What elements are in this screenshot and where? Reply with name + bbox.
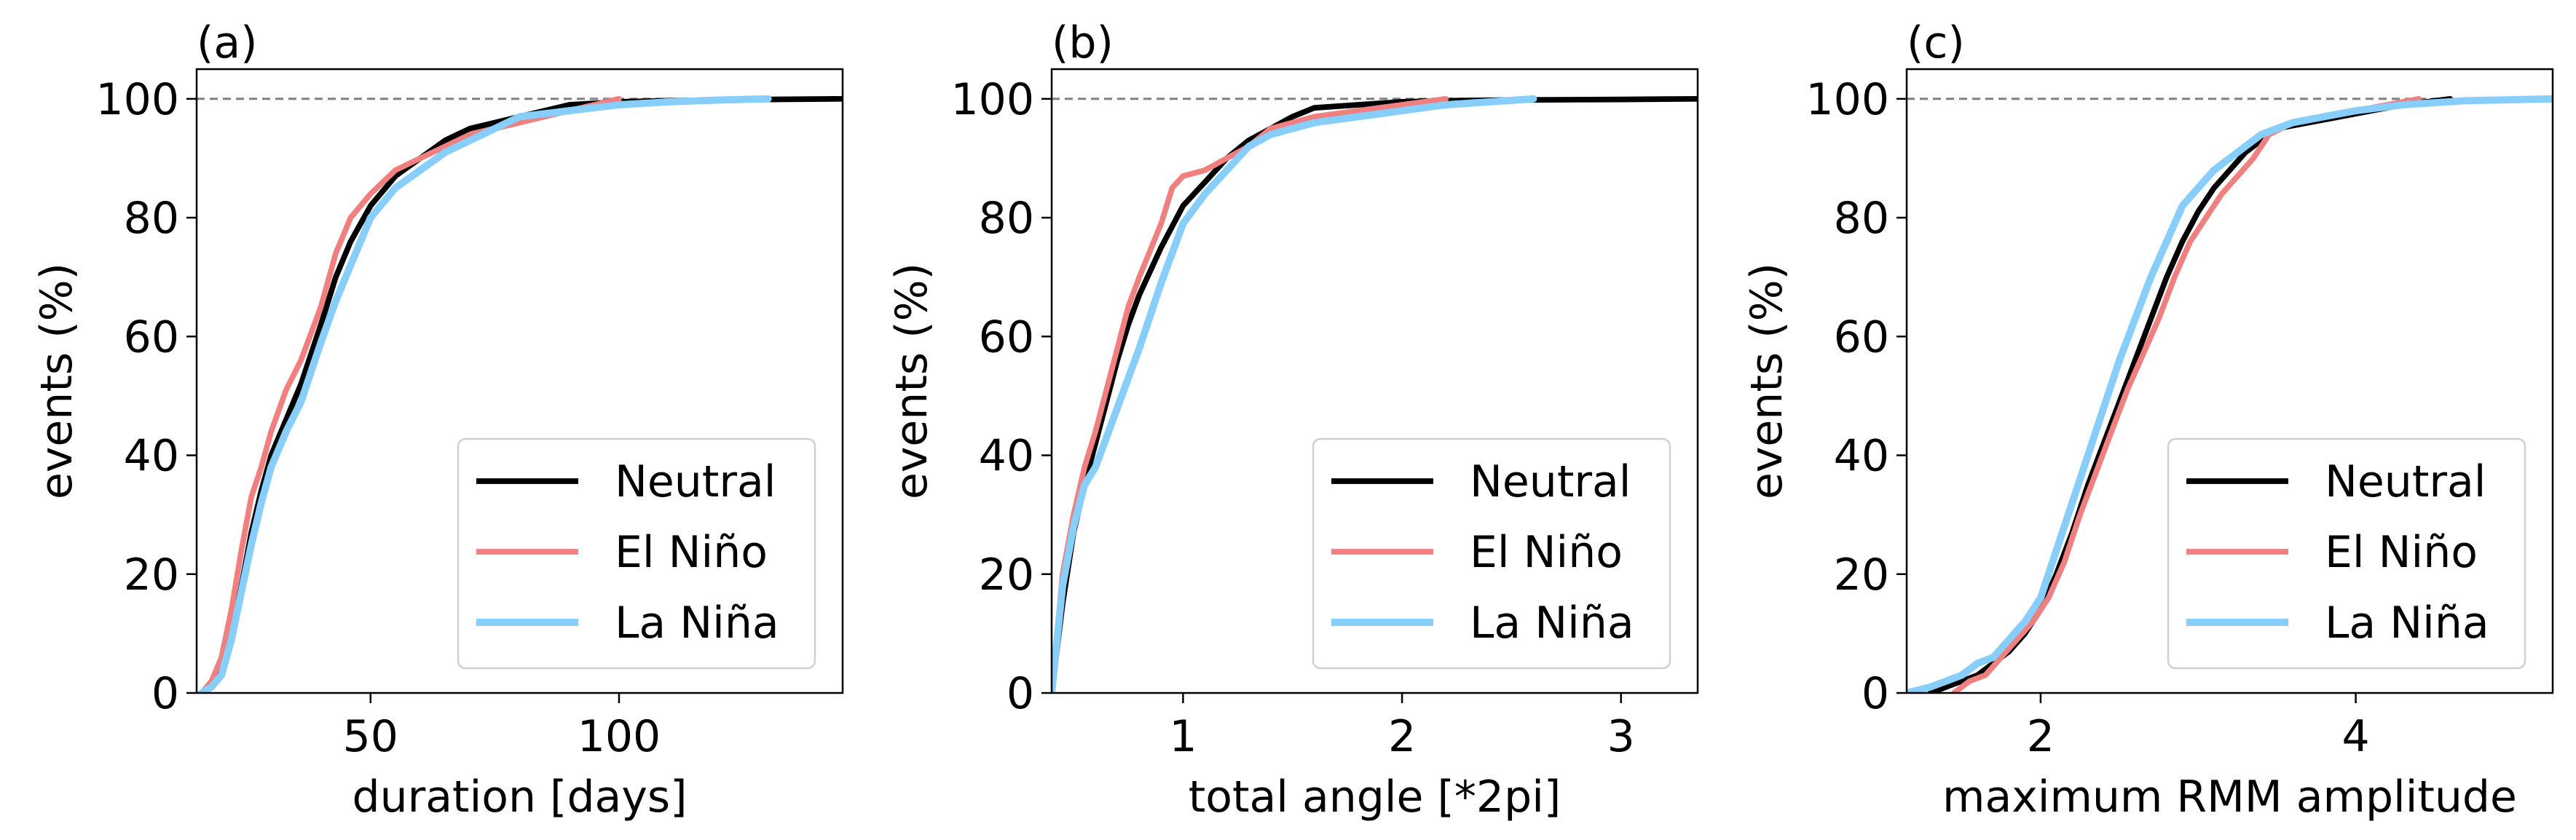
y-tick-label: 40	[124, 431, 179, 482]
legend: Neutral El Niño La Niña	[457, 437, 816, 670]
legend-label: La Niña	[615, 598, 779, 649]
legend-label: El Niño	[615, 527, 768, 578]
y-tick-label: 60	[124, 312, 179, 362]
legend-label: La Niña	[2325, 598, 2489, 649]
x-axis-label: duration [days]	[352, 772, 688, 823]
y-tick-label: 0	[1862, 668, 1889, 719]
series-line-la-ni-a	[1052, 95, 1537, 693]
y-tick-label: 100	[95, 74, 179, 125]
legend-box	[1312, 437, 1671, 670]
y-tick-label: 20	[979, 550, 1034, 601]
x-tick-label: 50	[343, 711, 398, 762]
series-line-el-ni-o	[1052, 95, 1449, 693]
panel-2: 0 20 40 60 80 100 1 2 3 total angle [*2pi] events …	[886, 17, 1699, 823]
x-axis-label: maximum RMM amplitude	[1942, 772, 2517, 823]
legend: Neutral El Niño La Niña	[2167, 437, 2526, 670]
y-tick-label: 80	[979, 193, 1034, 244]
x-tick-label: 2	[1388, 711, 1416, 762]
series-line-el-ni-o	[198, 95, 622, 693]
axes-frame	[195, 68, 844, 694]
legend-box	[2167, 437, 2526, 670]
legend-label: El Niño	[2325, 527, 2478, 578]
y-tick-label: 20	[124, 550, 179, 601]
legend-label: Neutral	[1470, 456, 1631, 507]
x-tick-label: 3	[1607, 711, 1635, 762]
y-tick-label: 100	[1805, 74, 1889, 125]
y-tick-label: 0	[1007, 668, 1034, 719]
y-tick-label: 80	[124, 193, 179, 244]
y-tick-label: 20	[1834, 550, 1889, 601]
axes-frame	[1905, 68, 2554, 694]
series-line-la-ni-a	[1907, 95, 2553, 693]
x-tick-label: 4	[2341, 711, 2369, 762]
y-tick-label: 0	[151, 668, 179, 719]
legend-box	[457, 437, 816, 670]
y-axis-label: events (%)	[1741, 263, 1792, 499]
x-tick-label: 100	[578, 711, 661, 762]
panel-label: (c)	[1907, 17, 1965, 68]
y-tick-label: 80	[1834, 193, 1889, 244]
y-tick-label: 60	[979, 312, 1034, 362]
y-tick-label: 60	[1834, 312, 1889, 362]
legend: Neutral El Niño La Niña	[1312, 437, 1671, 670]
panel-label: (b)	[1052, 17, 1114, 68]
axes-frame	[1050, 68, 1699, 694]
panel-1: 0 20 40 60 80 100 50 100 duration [days] events (…	[31, 17, 844, 823]
legend-label: La Niña	[1470, 598, 1634, 649]
y-tick-label: 40	[979, 431, 1034, 482]
panel-3: 0 20 40 60 80 100 2 4 maximum RMM amplitude event…	[1741, 17, 2554, 823]
y-tick-label: 100	[950, 74, 1034, 125]
x-axis-label: total angle [*2pi]	[1189, 772, 1561, 823]
legend-label: Neutral	[615, 456, 776, 507]
y-axis-label: events (%)	[886, 263, 937, 499]
legend-label: El Niño	[1470, 527, 1623, 578]
y-tick-label: 40	[1834, 431, 1889, 482]
y-axis-label: events (%)	[31, 263, 82, 499]
panel-label: (a)	[197, 17, 258, 68]
x-tick-label: 2	[2027, 711, 2055, 762]
x-tick-label: 1	[1169, 711, 1197, 762]
series-line-la-ni-a	[197, 95, 772, 693]
legend-label: Neutral	[2325, 456, 2486, 507]
